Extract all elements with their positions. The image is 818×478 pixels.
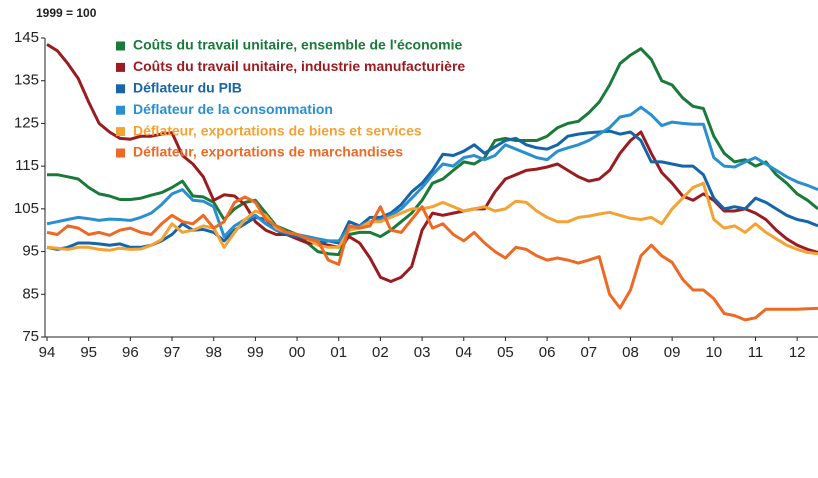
- series-line: [46, 105, 818, 243]
- y-tick-label: 95: [22, 243, 39, 260]
- x-tick-label: 03: [414, 344, 431, 361]
- legend-label: Coûts du travail unitaire, ensemble de l…: [133, 37, 463, 53]
- legend-swatch: [116, 148, 125, 158]
- legend-label: Déflateur, exportations de marchandises: [133, 144, 403, 160]
- series-line: [46, 195, 818, 322]
- x-tick-label: 94: [39, 344, 56, 361]
- legend-label: Coûts du travail unitaire, industrie man…: [133, 58, 465, 74]
- x-tick-label: 10: [705, 344, 722, 361]
- x-tick-label: 04: [455, 344, 472, 361]
- x-tick-label: 09: [664, 344, 681, 361]
- x-tick-label: 08: [622, 344, 639, 361]
- legend-label: Déflateur du PIB: [133, 80, 242, 96]
- series-line: [46, 129, 818, 251]
- x-tick-label: 01: [330, 344, 347, 361]
- x-tick-label: 12: [789, 344, 806, 361]
- legend-swatch: [116, 105, 125, 115]
- series-line: [47, 47, 818, 257]
- x-tick-label: 02: [372, 344, 389, 361]
- x-tick-label: 98: [205, 344, 222, 361]
- x-tick-label: 06: [539, 344, 556, 361]
- legend-label: Déflateur de la consommation: [133, 101, 333, 117]
- x-tick-label: 95: [80, 344, 97, 361]
- y-tick-label: 85: [22, 285, 39, 302]
- legend-label: Déflateur, exportations de biens et serv…: [133, 122, 422, 138]
- y-tick-label: 115: [15, 157, 39, 174]
- series-line: [46, 181, 818, 256]
- legend-swatch: [116, 41, 125, 51]
- x-tick-label: 00: [289, 344, 306, 361]
- y-tick-label: 75: [22, 328, 39, 345]
- x-tick-label: 96: [122, 344, 139, 361]
- x-tick-label: 97: [164, 344, 181, 361]
- y-tick-label: 105: [14, 200, 39, 217]
- y-tick-label: 125: [14, 114, 39, 131]
- x-tick-label: 05: [497, 344, 514, 361]
- legend-swatch: [116, 127, 125, 137]
- x-tick-label: 99: [247, 344, 264, 361]
- x-tick-label: 07: [580, 344, 597, 361]
- y-tick-label: 145: [14, 29, 39, 46]
- legend-swatch: [116, 84, 125, 94]
- legend-swatch: [116, 62, 125, 72]
- series-line: [46, 43, 818, 283]
- y-tick-label: 135: [14, 72, 39, 89]
- x-tick-label: 11: [748, 344, 764, 361]
- chart-subtitle: 1999 = 100: [36, 6, 97, 20]
